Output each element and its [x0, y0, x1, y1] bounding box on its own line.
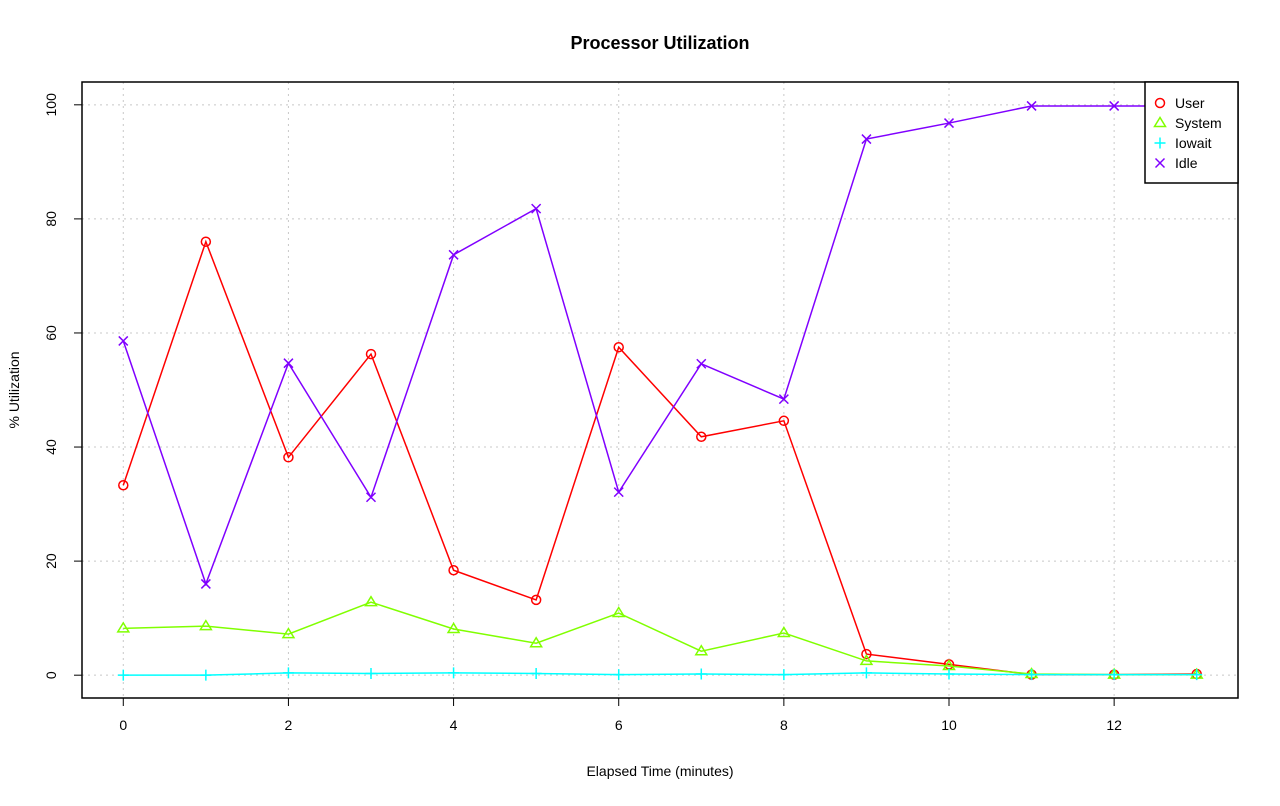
y-tick-label: 60	[43, 325, 59, 341]
data-point	[283, 358, 294, 369]
data-point	[200, 236, 212, 247]
data-point	[531, 203, 542, 214]
data-point	[695, 668, 707, 680]
y-tick-label: 40	[43, 439, 59, 455]
data-point	[696, 431, 707, 443]
series-line-iowait	[123, 672, 1197, 676]
plot-frame	[81, 81, 1239, 699]
data-point	[778, 394, 789, 405]
grid	[82, 82, 1238, 698]
series-system	[116, 595, 1204, 679]
series-user	[118, 236, 1202, 680]
data-point	[613, 487, 624, 498]
x-tick-label: 6	[615, 717, 623, 733]
data-point	[281, 627, 296, 639]
data-point	[448, 667, 460, 679]
data-point	[777, 626, 791, 638]
data-point	[365, 667, 377, 679]
x-tick-label: 0	[119, 717, 127, 733]
data-point	[943, 668, 955, 680]
data-point	[117, 669, 129, 681]
data-point	[529, 636, 543, 648]
data-point	[859, 653, 874, 666]
data-point	[448, 249, 459, 260]
data-point	[1026, 669, 1038, 681]
data-point	[861, 648, 872, 660]
y-tick-label: 0	[43, 671, 59, 679]
data-point	[448, 564, 459, 576]
legend-label: Idle	[1175, 155, 1198, 171]
series-idle	[118, 100, 1202, 589]
data-point	[613, 341, 624, 353]
data-point	[1026, 100, 1037, 111]
data-point	[118, 335, 129, 346]
data-point	[1191, 669, 1203, 681]
series-iowait	[117, 667, 1203, 681]
series-line-system	[123, 601, 1197, 676]
legend-marker-idle	[1154, 157, 1166, 169]
data-point	[696, 358, 707, 369]
data-point	[282, 667, 294, 679]
y-axis-label: % Utilization	[6, 351, 22, 428]
x-tick-label: 4	[450, 717, 458, 733]
data-point	[530, 667, 542, 679]
data-point	[200, 669, 212, 681]
x-axis-label: Elapsed Time (minutes)	[586, 763, 733, 779]
data-point	[365, 492, 377, 503]
y-tick-label: 100	[43, 93, 59, 117]
x-tick-label: 12	[1106, 717, 1122, 733]
data-point	[200, 578, 211, 589]
data-point	[943, 118, 955, 129]
data-point	[283, 452, 294, 463]
series-line-idle	[122, 105, 1197, 587]
legend-label: User	[1175, 95, 1205, 111]
data-point	[1109, 100, 1120, 111]
series-group	[116, 100, 1204, 681]
x-tick-label: 8	[780, 717, 788, 733]
legend-label: System	[1175, 115, 1222, 131]
y-tick-label: 20	[43, 553, 59, 569]
data-point	[778, 669, 790, 681]
x-tick-label: 10	[941, 717, 957, 733]
data-point	[364, 595, 378, 607]
legend-label: Iowait	[1175, 135, 1212, 151]
legend: User System Iowait Idle	[1144, 81, 1239, 184]
x-tick-label: 2	[285, 717, 293, 733]
data-point	[365, 348, 377, 360]
legend-marker-system	[1153, 116, 1167, 128]
data-point	[778, 415, 790, 427]
chart-title: Processor Utilization	[570, 33, 749, 53]
data-point	[446, 622, 461, 634]
axes: 0 2 4 6 8 10 12 0 20 40 60 80 100	[43, 93, 1122, 733]
data-point	[116, 621, 131, 633]
legend-marker-iowait	[1154, 137, 1166, 149]
data-point	[613, 669, 625, 681]
data-point	[118, 480, 129, 491]
data-point	[199, 619, 213, 631]
data-point	[861, 134, 872, 145]
y-tick-label: 80	[43, 211, 59, 227]
data-point	[530, 594, 542, 606]
data-point	[860, 667, 872, 679]
data-point	[1108, 669, 1120, 681]
data-point	[611, 606, 626, 618]
data-point	[694, 644, 709, 656]
legend-marker-user	[1154, 97, 1166, 109]
